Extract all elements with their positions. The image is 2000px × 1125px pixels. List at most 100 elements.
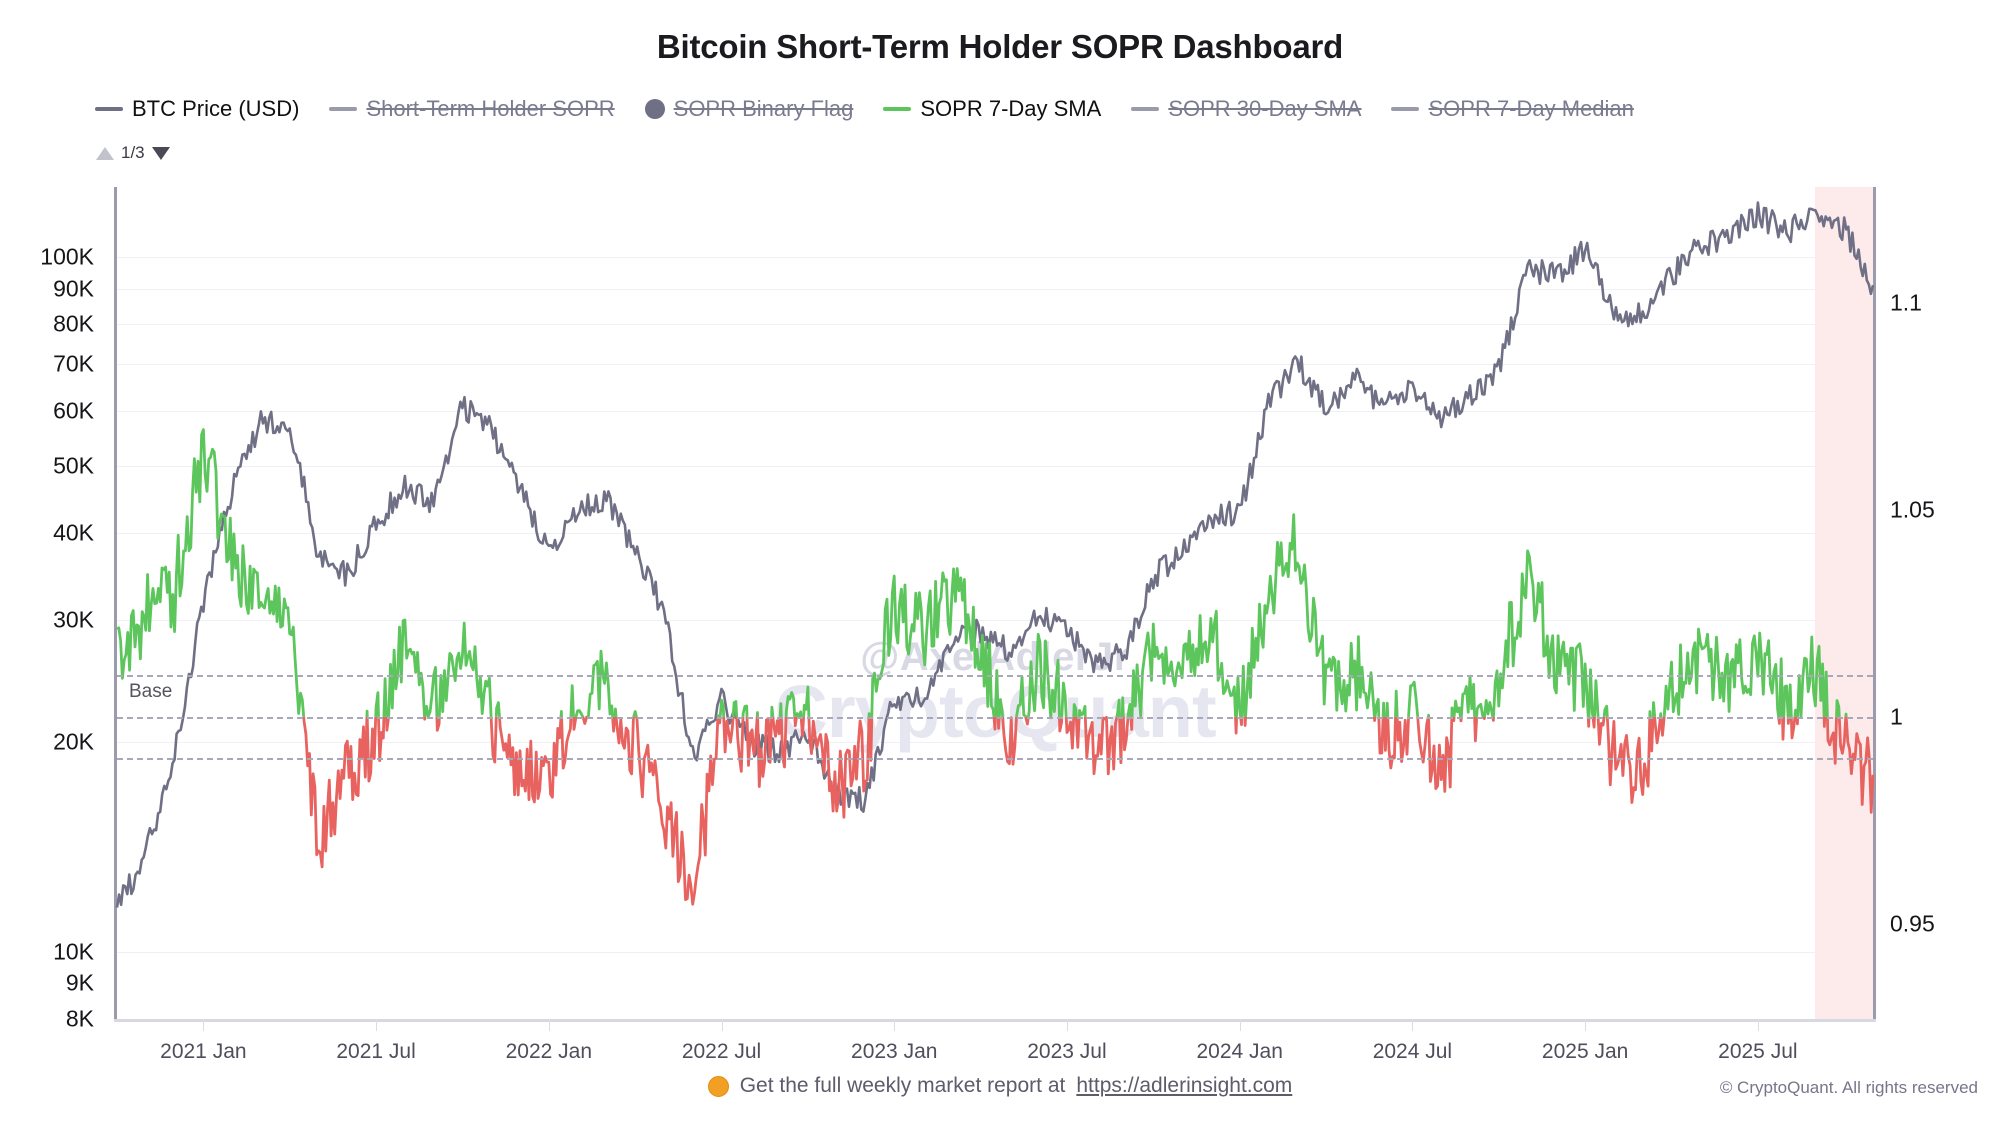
series-sopr-sma-profit	[387, 618, 426, 718]
series-sopr-sma-profit	[1796, 635, 1826, 718]
series-sopr-sma-loss	[1473, 716, 1479, 743]
series-sopr-sma-loss	[1844, 716, 1875, 814]
series-sopr-sma-profit	[1587, 668, 1595, 717]
series-sopr-sma-loss	[489, 716, 498, 764]
series-sopr-sma-profit	[1049, 658, 1061, 717]
series-sopr-sma-profit	[1240, 664, 1247, 717]
base-label: Base	[129, 681, 173, 703]
series-sopr-sma-profit	[1492, 549, 1590, 717]
series-sopr-sma-loss	[614, 716, 636, 776]
series-sopr-sma-loss	[1064, 716, 1076, 750]
gridline	[117, 288, 1873, 290]
series-sopr-sma-loss	[1058, 716, 1064, 733]
series-sopr-sma-profit	[1015, 675, 1028, 718]
triangle-down-icon[interactable]	[151, 146, 170, 160]
series-sopr-sma-profit	[559, 710, 563, 717]
page-title: Bitcoin Short-Term Holder SOPR Dashboard	[656, 28, 1344, 65]
series-sopr-sma-loss	[1795, 716, 1800, 726]
y-left-tick-label: 90K	[53, 275, 94, 302]
legend-item-3[interactable]: SOPR 7-Day SMA	[883, 96, 1101, 122]
plot-area[interactable]: @AxelAdlerJr CryptoQuant Base	[114, 187, 1876, 1031]
series-sopr-sma-profit	[1659, 712, 1663, 717]
legend-label: SOPR Binary Flag	[673, 96, 854, 121]
series-sopr-sma-profit	[731, 700, 739, 717]
series-sopr-sma-profit	[1475, 702, 1485, 718]
series-sopr-sma-profit	[1450, 706, 1455, 717]
legend-item-5[interactable]: SOPR 7-Day Median	[1391, 96, 1634, 122]
series-btc-price	[115, 201, 1875, 908]
axis-line-bottom	[114, 1019, 1876, 1022]
series-sopr-sma-loss	[1777, 716, 1781, 725]
series-sopr-sma-loss	[1659, 716, 1666, 737]
series-sopr-sma-profit	[718, 698, 726, 717]
y-right-tick-label: 1.1	[1890, 289, 1922, 316]
legend-dot-icon	[644, 99, 665, 119]
series-sopr-sma-loss	[1586, 716, 1591, 728]
x-tick-mark	[376, 1019, 378, 1031]
series-sopr-sma-loss	[1395, 716, 1410, 763]
series-sopr-sma-loss	[1118, 716, 1124, 765]
series-sopr-sma-loss	[799, 716, 805, 738]
series-sopr-sma-profit	[1381, 701, 1386, 717]
highlight-band	[1815, 187, 1873, 1019]
x-tick-label: 2022 Jan	[505, 1040, 593, 1063]
series-sopr-sma-loss	[1826, 716, 1838, 765]
y-left-tick-label: 100K	[40, 243, 94, 270]
series-sopr-sma-loss	[1416, 716, 1430, 764]
series-sopr-sma-loss	[1648, 716, 1655, 753]
series-sopr-sma-loss	[992, 716, 997, 731]
series-sopr-sma-loss	[1083, 715, 1119, 776]
series-sopr-sma-loss	[1596, 716, 1606, 746]
series-sopr-sma-loss	[745, 716, 759, 767]
gridline	[117, 742, 1873, 744]
series-sopr-sma-loss	[611, 716, 617, 733]
gridline	[117, 951, 1873, 953]
x-tick-mark	[1239, 1019, 1241, 1031]
legend-item-2[interactable]: SOPR Binary Flag	[644, 96, 854, 122]
series-sopr-sma-loss	[996, 716, 1001, 730]
series-sopr-sma-profit	[1778, 657, 1784, 717]
series-sopr-sma-profit	[574, 709, 585, 718]
legend-item-1[interactable]: Short-Term Holder SOPR	[329, 96, 615, 122]
series-sopr-sma-loss	[435, 716, 441, 732]
gridline	[117, 364, 1873, 366]
x-tick-mark	[721, 1019, 723, 1031]
copyright: © CryptoQuant. All rights reserved	[1719, 1078, 1978, 1097]
series-sopr-sma-profit	[1394, 689, 1399, 717]
series-sopr-sma-profit	[632, 710, 638, 718]
series-sopr-sma-profit	[1823, 670, 1829, 717]
series-sopr-sma-profit	[1787, 683, 1793, 717]
legend-line-icon	[95, 107, 123, 111]
series-sopr-sma-loss	[771, 716, 782, 738]
y-left-tick-label: 80K	[53, 310, 94, 337]
series-sopr-sma-profit	[1459, 674, 1476, 717]
legend-label: SOPR 7-Day SMA	[920, 96, 1102, 121]
series-sopr-sma-profit	[1407, 680, 1420, 717]
legend-line-icon	[1391, 107, 1420, 111]
series-sopr-sma-loss	[1122, 716, 1130, 752]
footer-promo-link[interactable]: https://adlerinsight.com	[1076, 1074, 1293, 1097]
axis-line-right	[1873, 187, 1876, 1019]
series-sopr-sma-profit	[1060, 681, 1068, 717]
legend-item-0[interactable]: BTC Price (USD)	[95, 96, 299, 122]
series-sopr-sma-profit	[374, 691, 380, 717]
triangle-up-icon[interactable]	[96, 146, 114, 160]
x-tick-label: 2024 Jul	[1372, 1040, 1453, 1063]
x-tick-label: 2021 Jan	[160, 1040, 247, 1063]
series-sopr-sma-profit	[741, 704, 749, 717]
series-sopr-sma-profit	[613, 707, 618, 717]
series-sopr-sma-profit	[423, 666, 439, 718]
legend-pager[interactable]: 1/3	[96, 143, 170, 163]
series-sopr-sma-profit	[1835, 699, 1841, 717]
y-left-tick-label: 50K	[53, 452, 94, 479]
x-tick-mark	[1585, 1019, 1587, 1031]
series-sopr-sma-profit	[1593, 679, 1600, 717]
legend-label: Short-Term Holder SOPR	[366, 96, 615, 121]
legend-item-4[interactable]: SOPR 30-Day SMA	[1131, 96, 1361, 122]
series-sopr-sma-profit	[1793, 708, 1798, 717]
y-left-tick-label: 8K	[65, 1005, 94, 1032]
series-sopr-sma-profit	[994, 669, 1000, 717]
series-sopr-sma-profit	[1483, 699, 1495, 718]
bitcoin-dot-icon	[707, 1075, 729, 1097]
gridline	[117, 533, 1873, 535]
